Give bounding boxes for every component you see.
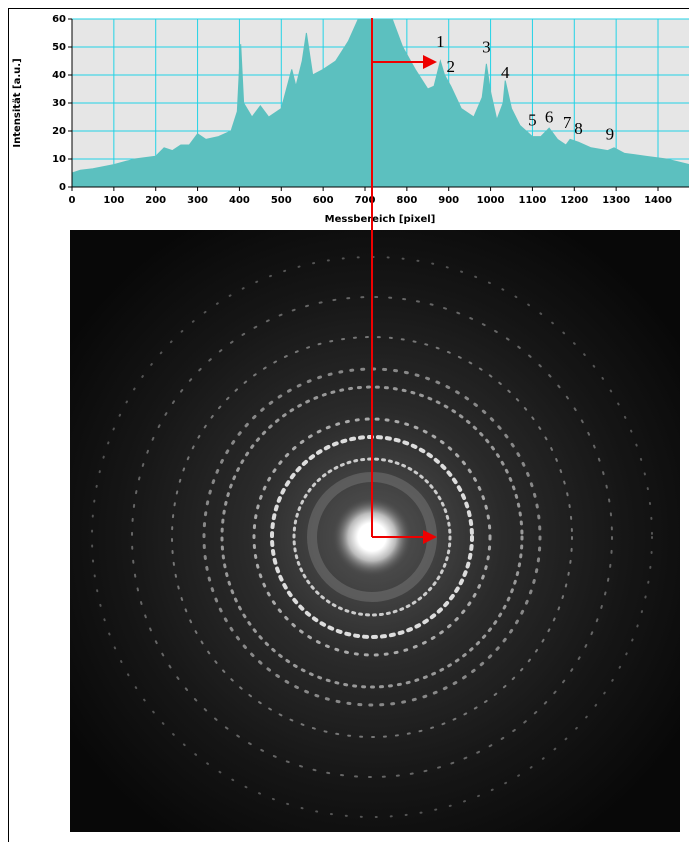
x-tick-label: 900	[438, 195, 459, 206]
y-tick-label: 0	[59, 182, 66, 193]
peak-annotation: 2	[447, 57, 456, 76]
y-tick-label: 50	[52, 42, 66, 53]
x-tick-label: 1300	[602, 195, 630, 206]
x-tick-label: 700	[355, 195, 376, 206]
area	[72, 19, 689, 187]
y-tick-label: 30	[52, 98, 66, 109]
y-tick-label: 20	[52, 126, 66, 137]
x-tick-label: 1100	[519, 195, 547, 206]
y-tick-label: 40	[52, 70, 66, 81]
y-axis-title: Intensität [a.u.]	[12, 58, 23, 147]
x-tick-label: 0	[69, 195, 76, 206]
diffraction-image	[70, 230, 680, 832]
peak-annotation: 6	[545, 108, 554, 127]
y-tick-label: 10	[52, 154, 66, 165]
x-tick-label: 500	[271, 195, 292, 206]
x-tick-label: 600	[313, 195, 334, 206]
x-tick-label: 200	[145, 195, 166, 206]
red-arrows	[371, 18, 437, 544]
peak-annotation: 7	[563, 113, 572, 132]
x-tick-label: 1000	[477, 195, 505, 206]
peak-annotation: 1	[436, 32, 445, 51]
peak-annotation: 5	[528, 110, 537, 129]
x-tick-label: 100	[103, 195, 124, 206]
x-tick-label: 1400	[644, 195, 672, 206]
peak-annotation: 8	[574, 119, 583, 138]
x-tick-label: 400	[229, 195, 250, 206]
area-group	[72, 19, 689, 187]
peak-annotation: 3	[482, 38, 491, 57]
peak-annotation: 4	[501, 63, 510, 82]
x-axis-title: Messbereich [pixel]	[325, 214, 436, 225]
y-tick-label: 60	[52, 14, 66, 25]
x-tick-label: 1200	[560, 195, 588, 206]
x-tick-label: 300	[187, 195, 208, 206]
peak-annotation: 9	[606, 124, 615, 143]
x-tick-label: 800	[396, 195, 417, 206]
